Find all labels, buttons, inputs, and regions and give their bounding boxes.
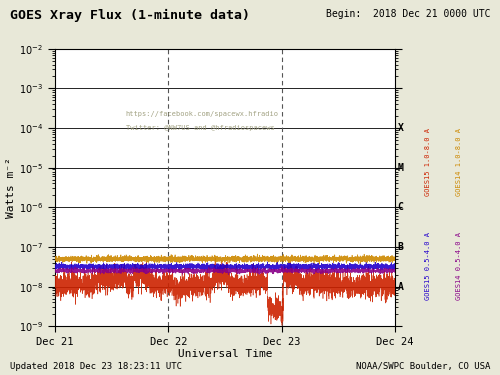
- Text: B: B: [398, 242, 404, 252]
- Text: A: A: [398, 282, 404, 292]
- Text: GOES14 0.5-4.0 A: GOES14 0.5-4.0 A: [456, 232, 462, 300]
- Y-axis label: Watts m⁻²: Watts m⁻²: [6, 157, 16, 218]
- Text: M: M: [398, 163, 404, 172]
- Text: X: X: [398, 123, 404, 133]
- Text: NOAA/SWPC Boulder, CO USA: NOAA/SWPC Boulder, CO USA: [356, 362, 490, 371]
- Text: GOES14 1.0-8.0 A: GOES14 1.0-8.0 A: [456, 128, 462, 196]
- Text: C: C: [398, 202, 404, 212]
- Text: Updated 2018 Dec 23 18:23:11 UTC: Updated 2018 Dec 23 18:23:11 UTC: [10, 362, 182, 371]
- Text: https://facebook.com/spacewx.hfradio: https://facebook.com/spacewx.hfradio: [126, 111, 279, 117]
- X-axis label: Universal Time: Universal Time: [178, 350, 272, 360]
- Text: GOES15 1.0-8.0 A: GOES15 1.0-8.0 A: [424, 128, 430, 196]
- Text: Begin:  2018 Dec 21 0000 UTC: Begin: 2018 Dec 21 0000 UTC: [326, 9, 490, 20]
- Text: Twitter: @NW7US and @hfradiospacews: Twitter: @NW7US and @hfradiospacews: [126, 125, 274, 131]
- Text: GOES Xray Flux (1-minute data): GOES Xray Flux (1-minute data): [10, 9, 250, 22]
- Text: GOES15 0.5-4.0 A: GOES15 0.5-4.0 A: [424, 232, 430, 300]
